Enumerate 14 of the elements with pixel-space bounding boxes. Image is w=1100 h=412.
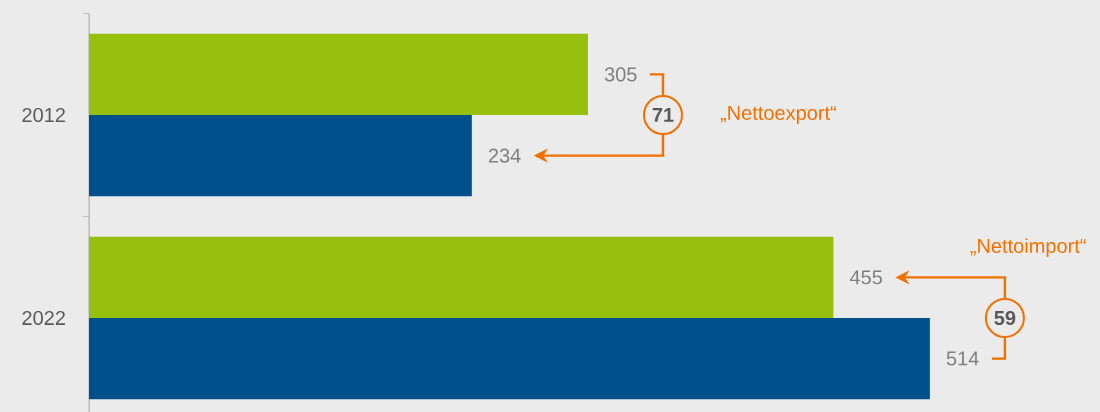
data-label: 514 — [946, 351, 979, 366]
bar — [89, 236, 834, 318]
bar — [89, 33, 588, 115]
annotation: „Nettoexport“ — [720, 106, 836, 124]
bar — [89, 115, 472, 197]
data-label: 455 — [849, 270, 882, 285]
text: 59 — [994, 310, 1016, 326]
text: „Nettoimport“ — [970, 238, 1086, 257]
bar — [89, 317, 930, 400]
annotation: 71 — [652, 108, 674, 122]
data-label: 234 — [488, 148, 521, 163]
y-tick-label: 2012 — [22, 107, 65, 123]
y-tick-label: 2022 — [22, 310, 65, 326]
data-label: 305 — [604, 67, 637, 82]
